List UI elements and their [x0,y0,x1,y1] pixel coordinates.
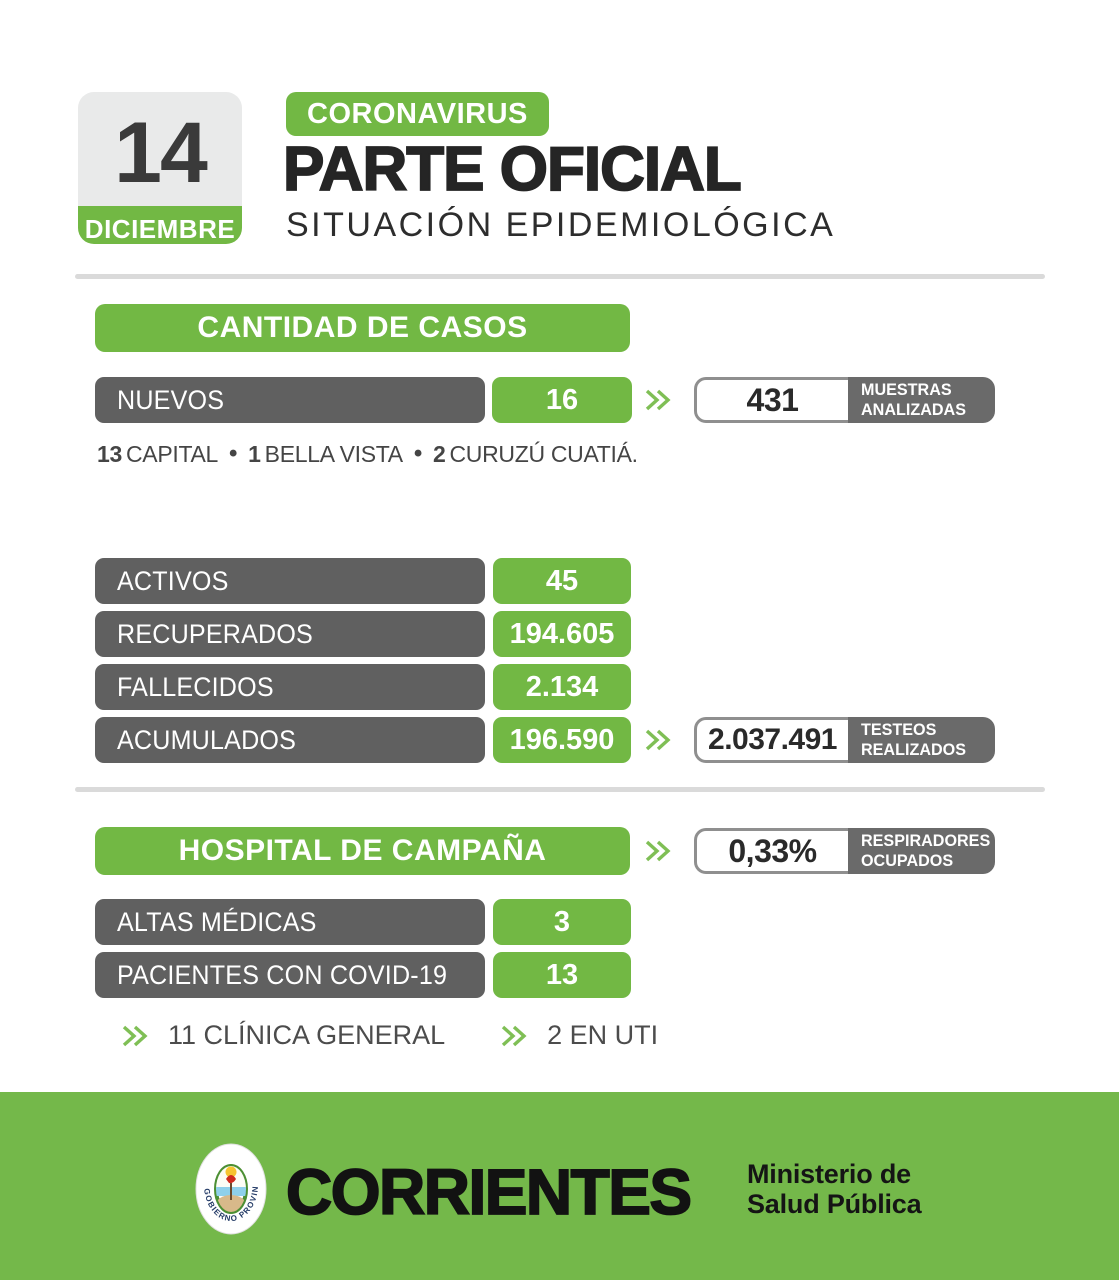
double-chevron-icon [645,729,671,751]
detail-clinica-general: 11 CLÍNICA GENERAL [168,1020,446,1050]
stat-value-pacientes-covid: 13 [493,952,631,998]
divider [75,787,1045,792]
muestras-analizadas-box: 431 MUESTRAS ANALIZADAS [694,377,995,423]
section-header-cantidad-de-casos: CANTIDAD DE CASOS [95,304,630,352]
stat-label-nuevos: NUEVOS [95,377,485,423]
respiradores-ocupados-box: 0,33% RESPIRADORES OCUPADOS [694,828,995,874]
stat-value-fallecidos: 2.134 [493,664,631,710]
divider [75,274,1045,279]
hospital-details-line: 11 CLÍNICA GENERAL 2 EN UTI [122,1020,658,1051]
brand-corrientes: CORRIENTES [285,1155,693,1229]
stat-value-nuevos: 16 [492,377,632,423]
respiradores-value: 0,33% [694,828,848,874]
corrientes-provincial-seal: GOBIERNO PROVINCIAL [195,1143,267,1235]
bullet: • [413,440,422,467]
stat-label-altas-medicas: ALTAS MÉDICAS [95,899,485,945]
respiradores-label: RESPIRADORES OCUPADOS [848,828,995,874]
date-day: 14 [78,92,242,206]
stat-label-text: NUEVOS [117,384,225,415]
testeos-value: 2.037.491 [694,717,848,763]
double-chevron-icon [501,1025,527,1047]
stat-label-pacientes-covid: PACIENTES CON COVID-19 [95,952,485,998]
date-month: DICIEMBRE [78,206,242,244]
date-badge: 14 DICIEMBRE [78,92,242,244]
new-cases-breakdown: 13 CAPITAL • 1 BELLA VISTA • 2 CURUZÚ CUATI… [97,440,638,467]
stat-value-altas-medicas: 3 [493,899,631,945]
testeos-realizados-box: 2.037.491 TESTEOS REALIZADOS [694,717,995,763]
ministry-label: Ministerio de Salud Pública [747,1159,922,1219]
section-header-hospital-de-campana: HOSPITAL DE CAMPAÑA [95,827,630,875]
muestras-value: 431 [694,377,848,423]
stat-value-activos: 45 [493,558,631,604]
double-chevron-icon [645,389,671,411]
page-subtitle: SITUACIÓN EPIDEMIOLÓGICA [286,206,836,244]
stat-value-acumulados: 196.590 [493,717,631,763]
muestras-label: MUESTRAS ANALIZADAS [848,377,995,423]
bullet: • [229,440,238,467]
footer-band [0,1092,1119,1280]
testeos-label: TESTEOS REALIZADOS [848,717,995,763]
double-chevron-icon [122,1025,148,1047]
stat-label-acumulados: ACUMULADOS [95,717,485,763]
double-chevron-icon [645,840,671,862]
page-title: PARTE OFICIAL [282,134,743,205]
stat-label-recuperados: RECUPERADOS [95,611,485,657]
stat-label-fallecidos: FALLECIDOS [95,664,485,710]
stat-value-recuperados: 194.605 [493,611,631,657]
detail-uti: 2 EN UTI [547,1020,659,1050]
coronavirus-badge: CORONAVIRUS [286,92,549,136]
stat-label-activos: ACTIVOS [95,558,485,604]
